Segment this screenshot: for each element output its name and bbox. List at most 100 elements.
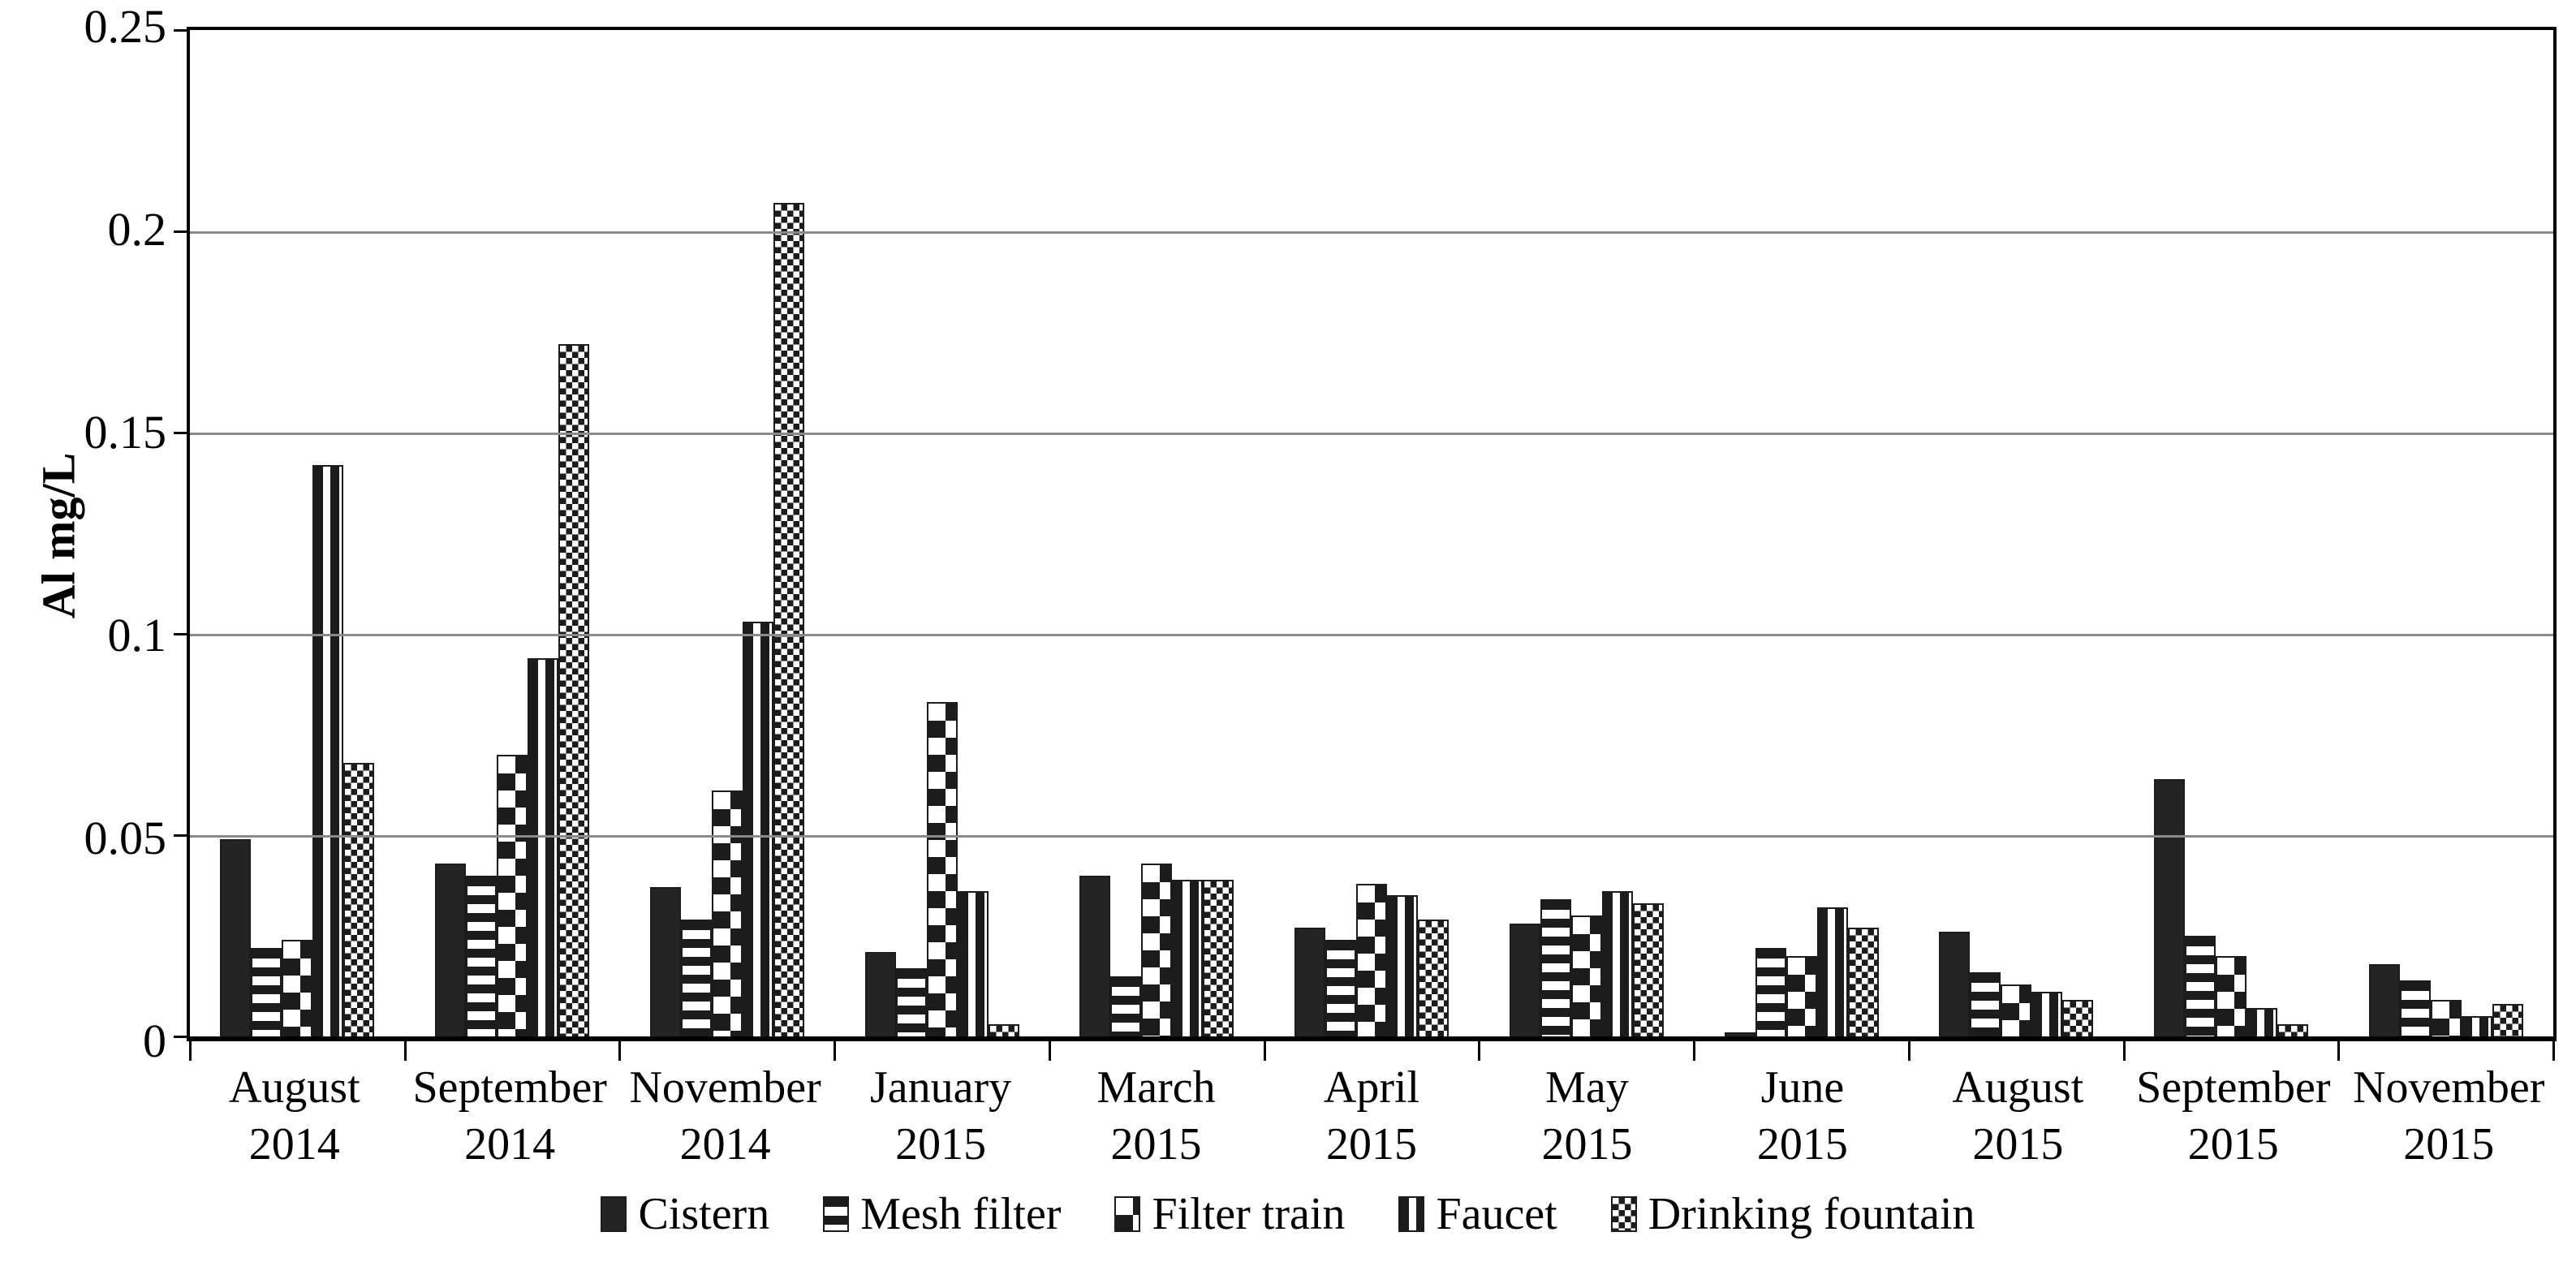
y-axis-tick — [174, 633, 190, 635]
bar-cistern — [1079, 875, 1111, 1036]
x-category-label: August 2014 — [187, 1059, 402, 1173]
bar-group — [834, 30, 1049, 1036]
x-category-label: May 2015 — [1480, 1059, 1695, 1173]
x-category-label: September 2015 — [2126, 1059, 2341, 1173]
x-axis-tick — [189, 1041, 192, 1061]
x-label-month: June — [1760, 1062, 1845, 1113]
x-label-month: September — [412, 1062, 607, 1113]
bar-faucet — [2461, 1016, 2492, 1036]
bar-cistern — [1724, 1032, 1755, 1036]
x-label-month: January — [870, 1062, 1012, 1113]
bar-drinking-fountain — [2062, 1000, 2094, 1036]
bar-filter-train — [1570, 915, 1602, 1036]
bar-drinking-fountain — [1203, 879, 1234, 1036]
x-category-label: April 2015 — [1264, 1059, 1479, 1173]
x-axis-tick — [1478, 1041, 1481, 1061]
y-axis-tick — [174, 230, 190, 233]
bar-cistern — [2368, 963, 2400, 1036]
bar-drinking-fountain — [2492, 1004, 2523, 1036]
bar-mesh-filter — [2399, 980, 2431, 1036]
bar-drinking-fountain — [988, 1024, 1019, 1036]
bar-mesh-filter — [1540, 899, 1571, 1036]
bar-faucet — [1601, 891, 1633, 1036]
bar-filter-train — [1786, 955, 1817, 1036]
bar-filter-train — [711, 790, 743, 1036]
bar-mesh-filter — [1755, 947, 1786, 1036]
legend-marker — [1398, 1196, 1425, 1232]
bar-cistern — [1509, 924, 1540, 1036]
x-label-month: November — [2353, 1062, 2545, 1113]
bar-mesh-filter — [1970, 971, 2001, 1036]
legend-marker — [601, 1196, 627, 1232]
x-label-year: 2015 — [1110, 1119, 1202, 1170]
x-axis-tick — [2122, 1041, 2126, 1061]
y-axis-tick — [174, 29, 190, 32]
x-axis-tick — [1907, 1041, 1910, 1061]
bar-mesh-filter — [680, 920, 712, 1036]
x-category-label: June 2015 — [1695, 1059, 1910, 1173]
bar-cistern — [1294, 928, 1326, 1036]
y-axis-tick-label: 0.25 — [84, 0, 167, 53]
y-axis-tick-label: 0.1 — [107, 609, 167, 661]
x-label-month: March — [1096, 1062, 1216, 1113]
legend-item-drinking-fountain: Drinking fountain — [1610, 1190, 1975, 1238]
x-label-month: November — [629, 1062, 821, 1113]
x-label-year: 2015 — [2403, 1119, 2495, 1170]
legend-item-mesh-filter: Mesh filter — [823, 1190, 1061, 1238]
bar-filter-train — [1356, 883, 1388, 1036]
x-axis-tick — [1693, 1041, 1696, 1061]
bar-filter-train — [926, 702, 958, 1036]
x-label-year: 2014 — [679, 1119, 771, 1170]
x-label-month: August — [1952, 1062, 2084, 1113]
bar-drinking-fountain — [773, 203, 804, 1036]
x-axis-tick — [834, 1041, 837, 1061]
x-axis-tick — [1048, 1041, 1051, 1061]
bar-group — [1479, 30, 1694, 1036]
x-category-label: November 2014 — [618, 1059, 833, 1173]
x-category-label: January 2015 — [833, 1059, 1048, 1173]
legend-item-faucet: Faucet — [1398, 1190, 1557, 1238]
x-axis-tick — [403, 1041, 407, 1061]
x-category-label: August 2015 — [1910, 1059, 2126, 1173]
x-category-label: September 2014 — [402, 1059, 617, 1173]
legend-marker — [1114, 1196, 1141, 1232]
bar-cistern — [220, 838, 252, 1036]
bar-faucet — [2246, 1008, 2277, 1036]
x-label-year: 2014 — [248, 1119, 340, 1170]
bar-group — [2124, 30, 2339, 1036]
x-label-year: 2015 — [895, 1119, 987, 1170]
bar-cistern — [2153, 778, 2185, 1036]
y-axis-title: Al mg/L — [32, 452, 85, 619]
y-axis-tick-label: 0.05 — [84, 812, 167, 864]
bar-group — [405, 30, 620, 1036]
bar-groups — [190, 30, 2553, 1036]
bar-mesh-filter — [251, 947, 282, 1036]
bar-mesh-filter — [2184, 936, 2216, 1036]
bar-group — [619, 30, 834, 1036]
legend-label: Mesh filter — [860, 1189, 1062, 1239]
y-axis-tick-label: 0.15 — [84, 406, 167, 459]
bar-cistern — [435, 863, 467, 1036]
bar-filter-train — [497, 754, 528, 1036]
x-axis-tick — [2337, 1041, 2341, 1061]
bar-cistern — [864, 951, 896, 1036]
x-category-label: November 2015 — [2341, 1059, 2557, 1173]
x-label-year: 2015 — [1541, 1119, 1633, 1170]
bar-mesh-filter — [1110, 976, 1142, 1036]
legend: Cistern Mesh filter Filter train Faucet Drin… — [0, 1190, 2576, 1238]
bar-faucet — [742, 622, 773, 1036]
x-label-month: August — [228, 1062, 360, 1113]
plot-area — [174, 27, 2557, 1061]
bar-faucet — [1172, 879, 1204, 1036]
bar-faucet — [2031, 992, 2063, 1036]
x-axis-labels: August 2014 September 2014 November 2014 Janua… — [187, 1059, 2557, 1173]
bar-faucet — [312, 464, 344, 1036]
x-label-year: 2015 — [1325, 1119, 1417, 1170]
bar-filter-train — [2001, 984, 2032, 1036]
y-axis-tick — [174, 1036, 190, 1038]
x-label-year: 2015 — [1972, 1119, 2064, 1170]
gridline — [190, 231, 2553, 234]
x-category-label: March 2015 — [1049, 1059, 1264, 1173]
gridline — [190, 634, 2553, 636]
